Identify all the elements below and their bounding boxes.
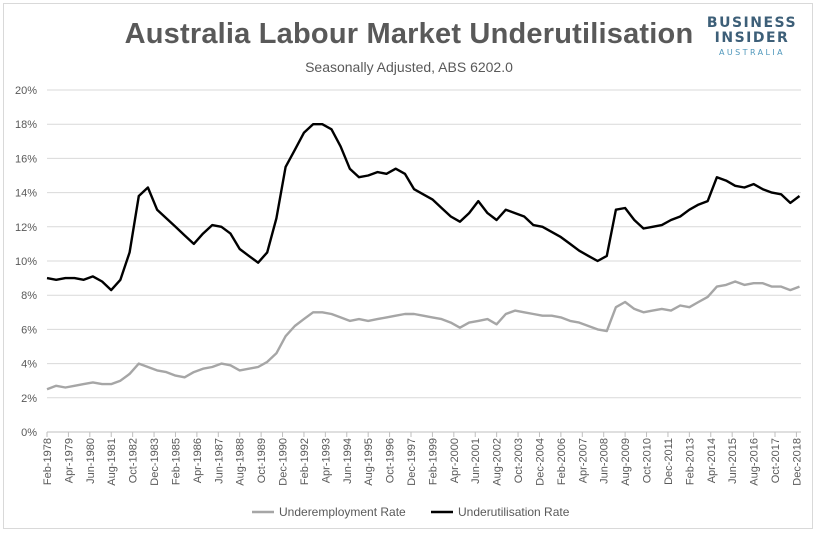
y-tick-label: 20% [15, 85, 37, 97]
x-tick-label: Apr-2007 [577, 438, 589, 483]
x-tick-label: Feb-1992 [299, 438, 311, 485]
chart-title: Australia Labour Market Underutilisation [124, 18, 694, 50]
y-tick-label: 6% [21, 324, 37, 336]
x-tick-label: Jun-2008 [599, 438, 611, 484]
x-tick-label: Jun-1980 [85, 438, 97, 484]
x-tick-label: Jun-1994 [342, 438, 354, 484]
x-tick-label: Feb-2006 [556, 438, 568, 485]
chart-frame [3, 3, 813, 529]
x-tick-label: Feb-1985 [170, 438, 182, 485]
x-tick-label: Feb-2013 [684, 438, 696, 485]
x-tick-label: Aug-1988 [235, 438, 247, 486]
x-axis: Feb-1978 Apr-1979 Jun-1980 Aug-1981 Oct-1982… [42, 431, 803, 486]
gridlines [47, 89, 801, 399]
brand-line-1: BUSINESS [706, 15, 798, 31]
y-tick-label: 14% [15, 188, 37, 200]
underutilisation-line [46, 122, 801, 292]
x-tick-label: Oct-1996 [385, 438, 397, 483]
legend-label-underemployment: Underemployment Rate [279, 505, 406, 519]
series-lines [46, 122, 801, 391]
y-tick-label: 12% [15, 222, 37, 234]
x-tick-label: Aug-2009 [620, 438, 632, 486]
legend-label-underutilisation: Underutilisation Rate [458, 505, 570, 519]
x-tick-label: Aug-1981 [106, 438, 118, 486]
y-tick-label: 4% [21, 359, 37, 371]
x-tick-label: Dec-2018 [791, 438, 803, 486]
x-tick-label: Dec-1997 [406, 438, 418, 486]
x-tick-label: Oct-2003 [513, 438, 525, 483]
y-tick-label: 8% [21, 290, 37, 302]
x-tick-label: Apr-1986 [192, 438, 204, 483]
x-tick-label: Jun-2015 [727, 438, 739, 484]
x-tick-label: Apr-2000 [449, 438, 461, 483]
x-tick-label: Dec-2004 [534, 438, 546, 486]
legend: Underemployment Rate Underutilisation Rat… [252, 505, 570, 519]
y-tick-label: 2% [21, 393, 37, 405]
underemployment-line [46, 280, 800, 391]
x-tick-label: Dec-1990 [278, 438, 290, 486]
y-tick-label: 10% [15, 256, 37, 268]
x-tick-label: Oct-1989 [256, 438, 268, 483]
x-tick-label: Oct-2010 [642, 438, 654, 483]
x-tick-label: Oct-2017 [770, 438, 782, 483]
x-tick-label: Aug-2016 [749, 438, 761, 486]
brand-line-2: INSIDER [714, 30, 790, 46]
x-tick-label: Apr-2014 [706, 438, 718, 483]
x-tick-label: Apr-1993 [320, 438, 332, 483]
x-tick-label: Aug-1995 [363, 438, 375, 486]
x-tick-label: Jun-1987 [213, 438, 225, 484]
brand-logo: BUSINESS INSIDER AUSTRALIA [702, 16, 802, 58]
x-tick-label: Oct-1982 [128, 438, 140, 483]
chart-subtitle: Seasonally Adjusted, ABS 6202.0 [305, 59, 513, 75]
brand-line-3: AUSTRALIA [719, 48, 785, 57]
x-tick-label: Feb-1999 [427, 438, 439, 485]
y-axis: 0% 2% 4% 6% 8% 10% 12% 14% 16% 18% 20% [15, 85, 37, 439]
x-tick-label: Feb-1978 [42, 438, 54, 485]
y-tick-label: 0% [21, 427, 37, 439]
y-tick-label: 16% [15, 153, 37, 165]
x-tick-label: Jun-2001 [470, 438, 482, 484]
x-tick-label: Apr-1979 [63, 438, 75, 483]
y-tick-label: 18% [15, 119, 37, 131]
x-tick-label: Dec-1983 [149, 438, 161, 486]
x-tick-label: Aug-2002 [492, 438, 504, 486]
x-tick-label: Dec-2011 [663, 438, 675, 485]
